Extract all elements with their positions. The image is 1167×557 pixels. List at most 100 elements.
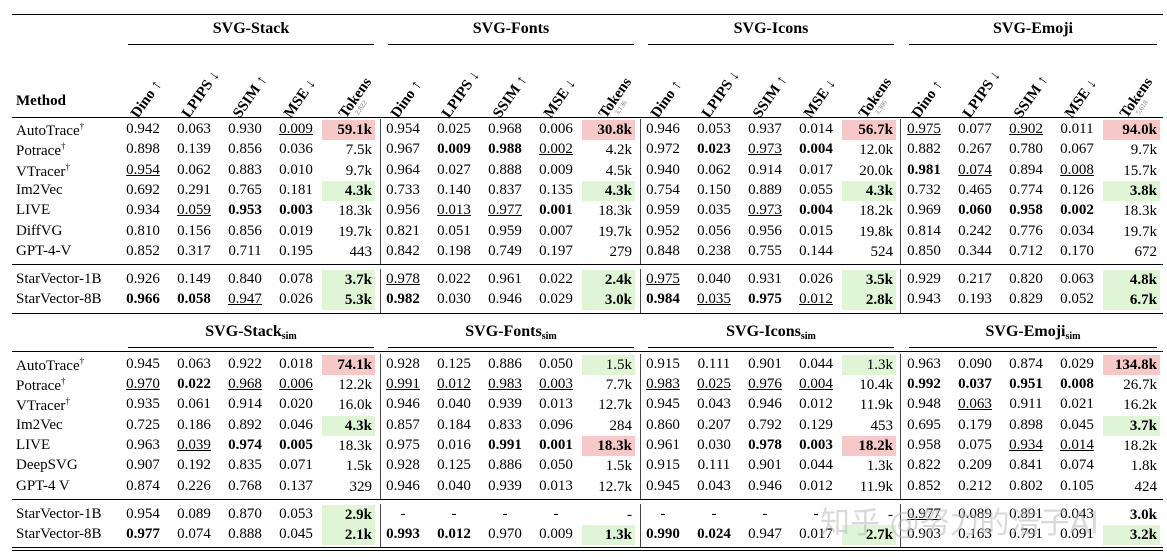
dataset-underline [648, 346, 894, 348]
metric-cell: 0.090 [950, 356, 1000, 373]
metric-cell: 0.840 [220, 271, 270, 288]
metric-cell: 0.062 [169, 162, 219, 179]
metric-cell: 0.886 [480, 356, 530, 373]
metric-cell: 0.181 [271, 182, 321, 199]
metric-cell: 0.874 [1001, 356, 1051, 373]
metric-value: 0.197 [539, 242, 573, 259]
metric-cell: 0.022 [531, 271, 581, 288]
section-rule [12, 547, 1163, 549]
metric-cell: 0.126 [1052, 182, 1102, 199]
metric-cell: 0.009 [531, 526, 581, 543]
metric-cell: 0.833 [480, 417, 530, 434]
metric-cell: 0.291 [169, 182, 219, 199]
metric-value: 0.848 [646, 242, 680, 259]
metric-value: 0.820 [1009, 271, 1043, 288]
metric-value: 0.029 [1060, 355, 1094, 372]
metric-value: 0.184 [437, 416, 471, 433]
tokens-cell: 18.3k [338, 437, 372, 454]
metric-value: 0.874 [1009, 355, 1043, 372]
metric-cell: 0.055 [791, 182, 841, 199]
metric-value: 0.711 [228, 242, 262, 259]
metric-cell: 0.193 [950, 291, 1000, 308]
metric-cell: 0.029 [1052, 356, 1102, 373]
metric-value: 0.943 [907, 291, 941, 308]
metric-cell: 0.939 [480, 478, 530, 495]
metric-cell: 0.027 [429, 162, 479, 179]
metric-value: 0.991 [386, 376, 420, 392]
metric-cell: - [429, 506, 479, 523]
metric-cell: 0.163 [950, 526, 1000, 543]
metric-cell: 0.934 [1001, 437, 1051, 454]
metric-cell: 0.975 [638, 271, 688, 288]
tokens-cell: 1.3k [866, 458, 893, 475]
metric-cell: 0.856 [220, 141, 270, 158]
metric-cell: 0.217 [950, 271, 1000, 288]
metric-value: 0.156 [177, 222, 211, 239]
metric-value: 0.982 [386, 291, 420, 308]
metric-value: 0.946 [386, 396, 420, 413]
metric-cell: 0.045 [1052, 417, 1102, 434]
tokens-cell: 18.3k [1123, 203, 1157, 220]
metric-value: 0.198 [437, 242, 471, 259]
metric-cell: 0.077 [950, 121, 1000, 138]
metric-value: 0.961 [488, 271, 522, 288]
metric-value: 0.075 [958, 436, 992, 453]
metric-value: 0.958 [1009, 202, 1043, 219]
metric-cell: 0.953 [220, 202, 270, 219]
metric-value: 0.058 [177, 291, 211, 308]
metric-cell: 0.850 [899, 243, 949, 260]
metric-value: 0.946 [488, 291, 522, 308]
metric-cell: 0.948 [899, 396, 949, 413]
metric-value: 0.946 [748, 396, 782, 413]
metric-value: 0.008 [1060, 376, 1094, 392]
metric-value: 0.012 [799, 396, 833, 413]
tokens-cell: 18.3k [582, 435, 635, 456]
metric-cell: 0.977 [899, 506, 949, 523]
metric-value: 0.043 [697, 396, 731, 413]
metric-value: 0.915 [646, 355, 680, 372]
tokens-cell: 5.3k [322, 290, 375, 311]
metric-cell: 0.903 [899, 526, 949, 543]
method-name: Im2Vec [16, 181, 63, 198]
metric-value: 0.051 [437, 222, 471, 239]
metric-value: 0.914 [748, 161, 782, 178]
metric-value: - [762, 505, 768, 522]
tokens-cell: 443 [349, 243, 373, 260]
tokens-cell: 18.3k [598, 203, 632, 220]
tokens-cell: 9.7k [1130, 142, 1157, 159]
metric-cell: 0.852 [118, 243, 168, 260]
metric-cell: 0.111 [689, 356, 739, 373]
metric-cell: 0.969 [899, 202, 949, 219]
metric-cell: 0.198 [429, 243, 479, 260]
metric-value: 0.052 [1060, 291, 1094, 308]
metric-value: 0.993 [386, 526, 420, 543]
metric-label: MSE ↓ [281, 76, 320, 122]
group-separator [380, 503, 381, 548]
metric-label: MSE ↓ [801, 76, 840, 122]
metric-cell: 0.344 [950, 243, 1000, 260]
metric-value: 0.063 [177, 355, 211, 372]
metric-value: 0.137 [279, 477, 313, 494]
metric-value: 0.822 [907, 457, 941, 474]
metric-value: 0.692 [126, 181, 160, 198]
metric-value: 0.926 [126, 271, 160, 288]
metric-cell: 0.972 [638, 141, 688, 158]
tokens-cell: 4.3k [842, 180, 896, 201]
metric-cell: 0.914 [220, 396, 270, 413]
metric-value: 0.150 [697, 181, 731, 198]
metric-value: 0.874 [126, 477, 160, 494]
metric-cell: 0.829 [1001, 291, 1051, 308]
metric-value: 0.963 [126, 436, 160, 453]
tokens-cell: 4.2k [605, 142, 632, 159]
metric-cell: 0.883 [220, 162, 270, 179]
metric-cell: 0.058 [169, 291, 219, 308]
metric-value: 0.018 [279, 355, 313, 372]
metric-cell: 0.238 [689, 243, 739, 260]
metric-value: - [451, 505, 457, 522]
metric-value: 0.012 [437, 526, 471, 543]
metric-value: 0.970 [488, 526, 522, 543]
tokens-cell: 16.2k [1123, 397, 1157, 414]
metric-label: Dino ↑ [909, 77, 947, 122]
metric-value: 0.022 [437, 271, 471, 288]
section-rule [12, 312, 1163, 314]
